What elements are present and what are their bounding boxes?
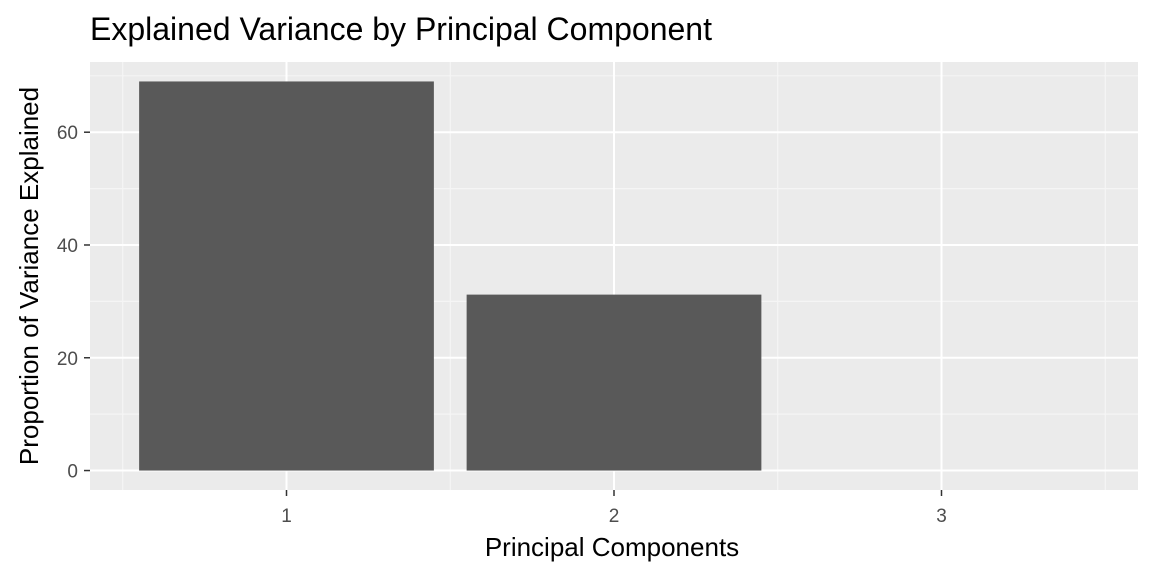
x-tick-label: 1 (281, 506, 292, 527)
x-tick-label: 3 (936, 506, 947, 527)
y-axis: 0 20 40 60 (57, 123, 90, 483)
chart-title: Explained Variance by Principal Componen… (90, 11, 712, 47)
bar-1 (139, 81, 434, 471)
y-tick-label: 20 (57, 349, 78, 370)
x-tick-label: 2 (609, 506, 620, 527)
x-axis: 1 2 3 (281, 490, 947, 527)
y-tick-label: 60 (57, 123, 78, 144)
bars (139, 81, 762, 471)
y-tick-label: 0 (67, 462, 78, 483)
x-axis-title: Principal Components (485, 532, 739, 562)
bar-2 (466, 294, 762, 471)
y-tick-label: 40 (57, 236, 78, 257)
y-axis-title: Proportion of Variance Explained (14, 87, 44, 465)
